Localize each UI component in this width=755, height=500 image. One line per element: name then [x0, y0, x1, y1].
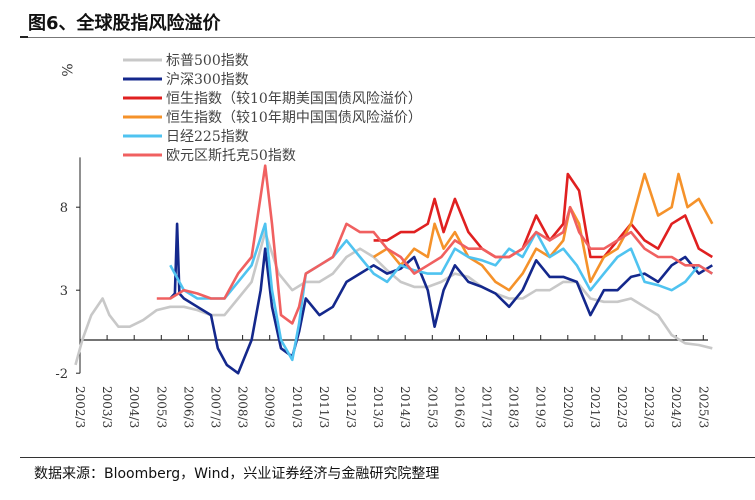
x-tick-label: 2023/3 — [642, 386, 656, 428]
x-tick-label: 2002/3 — [73, 386, 87, 428]
x-tick-label: 2003/3 — [100, 386, 114, 428]
x-tick-label: 2007/3 — [209, 386, 223, 428]
x-tick-label: 2022/3 — [615, 386, 629, 428]
x-tick-label: 2018/3 — [507, 386, 521, 428]
y-tick-label: -2 — [55, 367, 68, 382]
x-tick-label: 2010/3 — [290, 386, 304, 428]
series-line-3 — [373, 172, 713, 259]
x-tick-label: 2009/3 — [263, 386, 277, 428]
source-note: 数据来源：Bloomberg，Wind，兴业证券经济与金融研究院整理 — [34, 466, 440, 482]
x-tick-label: 2013/3 — [371, 386, 385, 428]
legend-label: 日经225指数 — [166, 129, 249, 145]
x-tick-label: 2020/3 — [561, 386, 575, 428]
legend-label: 恒生指数（较10年期美国国债风险溢价） — [166, 91, 422, 107]
x-tick-label: 2019/3 — [534, 386, 548, 428]
x-tick-label: 2024/3 — [669, 386, 683, 428]
x-tick-label: 2011/3 — [317, 386, 331, 428]
series-line-6 — [156, 164, 713, 325]
legend-label: 标普500指数 — [166, 53, 249, 69]
title-divider-mark — [20, 36, 28, 38]
title-divider — [20, 37, 755, 38]
x-tick-label: 2021/3 — [588, 386, 602, 428]
y-tick-label: 8 — [60, 201, 68, 216]
y-tick-label: 3 — [60, 284, 68, 299]
figure-title: 图6、全球股指风险溢价 — [28, 13, 221, 34]
legend-label: 恒生指数（较10年期中国国债风险溢价） — [166, 110, 422, 126]
x-tick-label: 2012/3 — [344, 386, 358, 428]
y-axis-label: % — [58, 63, 74, 76]
legend-label: 沪深300指数 — [166, 72, 249, 88]
x-tick-label: 2025/3 — [696, 386, 710, 428]
series-line-1 — [74, 230, 713, 366]
x-tick-label: 2014/3 — [398, 386, 412, 428]
x-tick-label: 2008/3 — [236, 386, 250, 428]
x-tick-label: 2006/3 — [181, 386, 195, 428]
x-tick-label: 2005/3 — [154, 386, 168, 428]
legend-label: 欧元区斯托克50指数 — [166, 148, 296, 164]
x-tick-label: 2015/3 — [425, 386, 439, 428]
series-line-5 — [169, 222, 713, 362]
footer-divider — [20, 457, 755, 458]
series-line-2 — [169, 222, 713, 375]
x-tick-label: 2004/3 — [127, 386, 141, 428]
x-tick-label: 2016/3 — [452, 386, 466, 428]
x-tick-label: 2017/3 — [480, 386, 494, 428]
